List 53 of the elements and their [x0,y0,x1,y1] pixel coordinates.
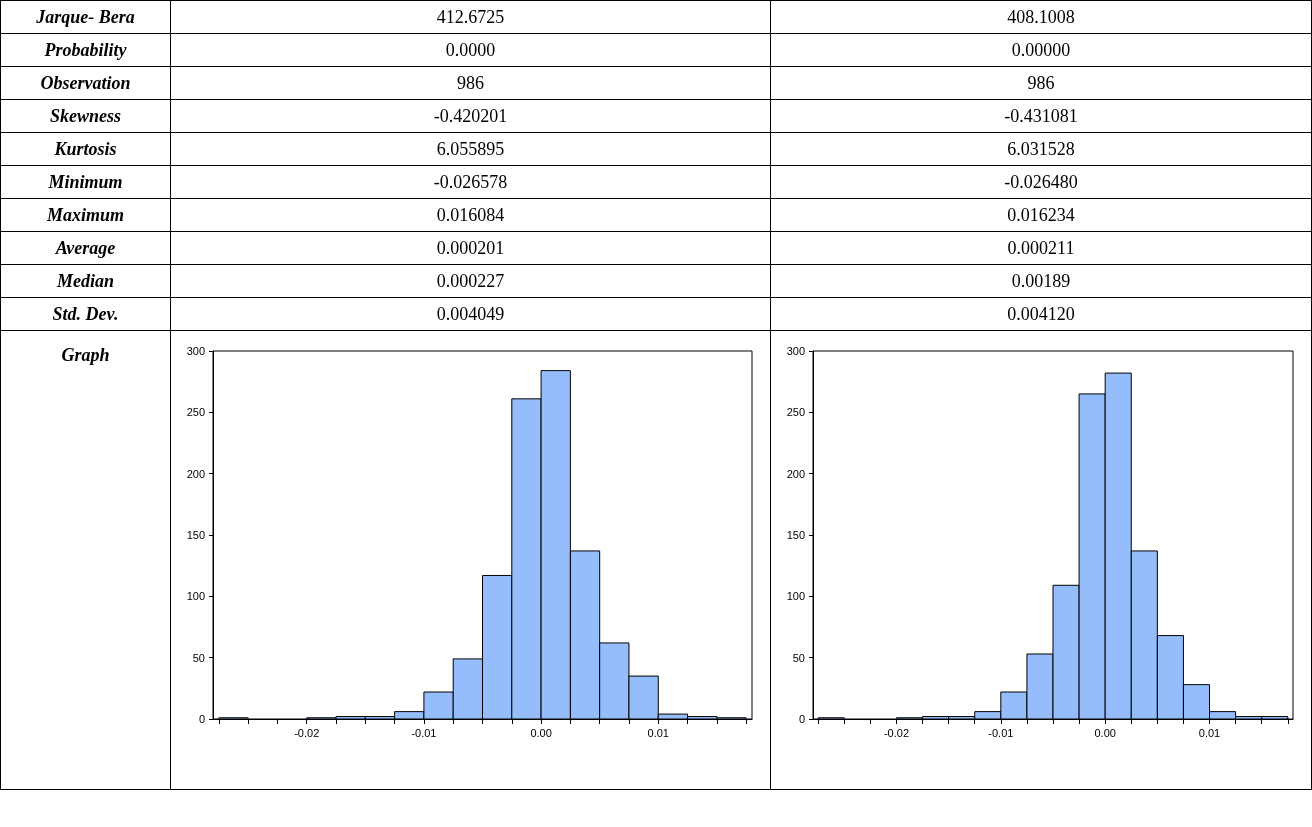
data-label: 6.031528 [770,132,1312,166]
data-label: -0.026480 [770,165,1312,199]
x-tick-label: -0.01 [988,726,1014,739]
data-label: 408.1008 [770,0,1312,34]
category-label: Graph [0,330,171,790]
y-tick-label: 250 [186,406,205,419]
category-label: Maximum [0,198,171,232]
data-label: 0.016234 [770,198,1312,232]
x-tick-label: -0.02 [883,726,910,739]
data-label: -0.420201 [170,99,771,133]
y-tick-label: 200 [786,467,805,480]
y-tick-label: 100 [186,590,205,603]
data-label: 0.004120 [770,297,1312,331]
x-tick-label: 0.01 [647,726,669,739]
y-tick-label: 150 [186,529,205,541]
data-label: 412.6725 [170,0,771,34]
category-label: Kurtosis [0,132,171,166]
data-label: 0.016084 [170,198,771,232]
y-tick-label: 0 [798,713,805,725]
category-label: Average [0,231,171,265]
category-label: Jarque- Bera [0,0,171,34]
x-tick-label: -0.01 [411,726,437,739]
data-label: 0.00000 [770,33,1312,67]
data-label: 0.00189 [770,264,1312,298]
y-tick-label: 150 [786,529,805,541]
data-label: 986 [170,66,771,100]
data-label: 0.000211 [770,231,1312,265]
data-label: 0.000201 [170,231,771,265]
data-label: 0.000227 [170,264,771,298]
category-label: Median [0,264,171,298]
category-label: Std. Dev. [0,297,171,331]
data-label: -0.026578 [170,165,771,199]
y-tick-label: 250 [786,406,805,419]
data-label: -0.431081 [770,99,1312,133]
x-tick-label: 0.00 [530,726,552,739]
y-tick-label: 300 [786,345,805,357]
category-label: Minimum [0,165,171,199]
x-tick-label: 0.01 [1198,726,1221,739]
data-label: 986 [770,66,1312,100]
y-tick-label: 0 [198,713,205,725]
data-label: 0.0000 [170,33,771,67]
x-tick-label: -0.02 [294,726,320,739]
category-label: Probability [0,33,171,67]
y-tick-label: 50 [192,651,205,664]
data-label: 6.055895 [170,132,771,166]
category-label: Skewness [0,99,171,133]
x-tick-label: 0.00 [1094,726,1116,739]
y-tick-label: 50 [792,651,805,664]
y-tick-label: 300 [186,345,205,357]
category-label: Observation [0,66,171,100]
y-tick-label: 200 [186,467,205,480]
y-tick-label: 100 [786,590,805,603]
data-label: 0.004049 [170,297,771,331]
